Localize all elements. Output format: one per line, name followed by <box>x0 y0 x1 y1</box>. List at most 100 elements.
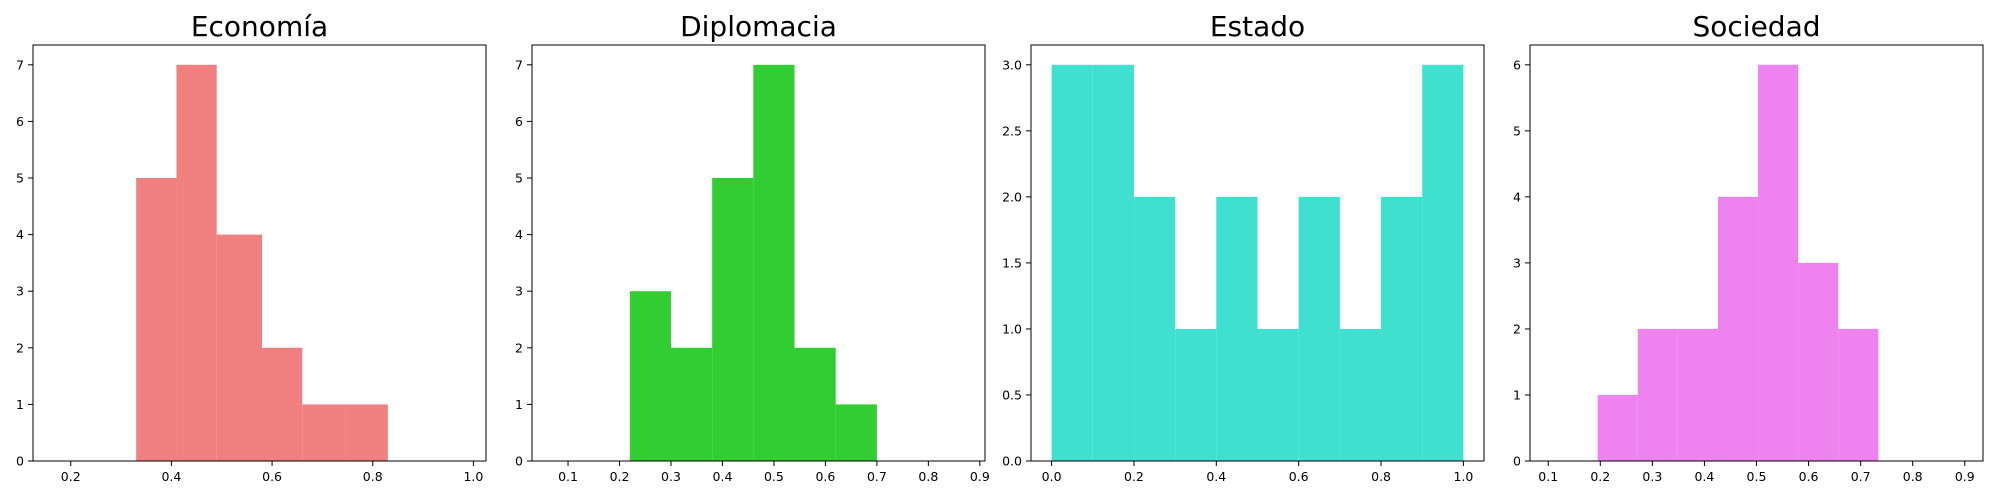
x-tick-label: 0.2 <box>61 469 81 484</box>
x-tick-label: 0.3 <box>1642 469 1662 484</box>
y-tick-label: 3 <box>16 284 24 299</box>
x-tick-label: 1.0 <box>463 469 483 484</box>
y-tick-label: 7 <box>16 57 24 72</box>
axes-frame <box>1030 44 1485 462</box>
y-tick-label: 1 <box>16 397 24 412</box>
histogram-bar <box>1381 196 1423 461</box>
x-tick-label: 0.1 <box>558 469 578 484</box>
y-tick-label: 6 <box>515 114 523 129</box>
x-tick-label: 0.4 <box>713 469 733 484</box>
x-tick-label: 0.4 <box>1694 469 1714 484</box>
x-tick-label: 0.4 <box>1206 469 1226 484</box>
x-tick-label: 0.2 <box>1590 469 1610 484</box>
x-tick-label: 0.5 <box>1747 469 1767 484</box>
y-tick-label: 2.0 <box>1002 189 1022 204</box>
x-tick-label: 0.3 <box>661 469 681 484</box>
histogram-bar <box>1216 196 1258 461</box>
x-tick-label: 0.4 <box>161 469 181 484</box>
y-tick-label: 2 <box>16 340 24 355</box>
histogram-bar <box>1339 328 1382 461</box>
y-tick-label: 5 <box>1513 123 1521 138</box>
histogram-bar <box>712 178 754 461</box>
y-tick-label: 1 <box>515 397 523 412</box>
histogram-bar <box>753 64 795 462</box>
histogram-bar <box>1422 64 1464 462</box>
histogram-bar <box>345 404 388 461</box>
y-tick-label: 1.5 <box>1002 255 1022 270</box>
x-tick-label: 0.7 <box>867 469 887 484</box>
panel-title: Economía <box>191 10 328 43</box>
y-tick-label: 2 <box>515 340 523 355</box>
y-tick-label: 4 <box>16 227 24 242</box>
y-tick-label: 6 <box>1513 57 1521 72</box>
histogram-bar <box>794 347 836 461</box>
x-tick-label: 0.9 <box>1955 469 1975 484</box>
histogram-bar <box>1717 196 1759 461</box>
y-tick-label: 4 <box>1513 189 1521 204</box>
histogram-panel-1: 0.2 0.4 0.6 0.8 1.0 0 1 2 3 4 5 6 7 Economía <box>16 10 487 484</box>
x-tick-label: 1.0 <box>1453 469 1473 484</box>
histogram-bar <box>1298 196 1340 461</box>
y-tick-label: 3 <box>515 284 523 299</box>
y-tick-label: 2 <box>1513 321 1521 336</box>
y-tick-label: 2.5 <box>1002 123 1022 138</box>
histogram-bar <box>629 291 671 461</box>
x-tick-label: 0.0 <box>1042 469 1062 484</box>
histogram-bar <box>216 234 263 461</box>
panel-title: Sociedad <box>1692 10 1820 43</box>
y-tick-label: 3 <box>1513 255 1521 270</box>
histogram-bar <box>1677 328 1718 461</box>
histogram-bar <box>1758 64 1799 462</box>
histogram-bar <box>136 178 177 461</box>
histogram-bar <box>1175 328 1217 461</box>
histogram-panel-4: 0.1 0.2 0.3 0.4 0.5 0.6 0.7 0.8 0.9 0 1 2 3 4 5 6 Socied… <box>1513 10 1984 484</box>
histogram-bar <box>1597 394 1638 461</box>
histogram-bar <box>1637 328 1678 461</box>
histogram-bar <box>1838 328 1879 461</box>
histogram-bar <box>835 404 877 461</box>
x-tick-label: 0.2 <box>610 469 630 484</box>
x-tick-label: 0.8 <box>1903 469 1923 484</box>
y-tick-label: 0 <box>16 454 24 469</box>
y-tick-label: 1 <box>1513 387 1521 402</box>
histogram-bar <box>1257 328 1299 461</box>
y-tick-label: 7 <box>515 57 523 72</box>
y-tick-label: 0 <box>515 454 523 469</box>
histogram-panel-2: 0.1 0.2 0.3 0.4 0.5 0.6 0.7 0.8 0.9 0 1 2 3 4 5 6 7 Diplo… <box>515 10 990 484</box>
y-tick-label: 0.5 <box>1002 387 1022 402</box>
histogram-bar <box>176 64 217 462</box>
x-tick-label: 0.8 <box>363 469 383 484</box>
y-tick-label: 6 <box>16 114 24 129</box>
y-tick-label: 5 <box>515 171 523 186</box>
histogram-panel-3: 0.0 0.2 0.4 0.6 0.8 1.0 0.0 0.5 1.0 1.5 2.0 2.5 3.0 E… <box>1002 10 1485 484</box>
x-tick-label: 0.8 <box>918 469 938 484</box>
histogram-bar <box>302 404 346 461</box>
x-tick-label: 0.5 <box>764 469 784 484</box>
panel-title: Diplomacia <box>680 10 837 43</box>
histogram-bar <box>1798 262 1839 461</box>
axes-frame <box>531 44 986 462</box>
y-tick-label: 0 <box>1513 454 1521 469</box>
x-tick-label: 0.6 <box>262 469 282 484</box>
axes-frame <box>32 44 487 462</box>
histogram-bar <box>1092 64 1134 462</box>
panel-title: Estado <box>1210 10 1305 43</box>
x-tick-label: 0.7 <box>1851 469 1871 484</box>
y-tick-label: 3.0 <box>1002 57 1022 72</box>
x-tick-label: 0.9 <box>970 469 990 484</box>
x-tick-label: 0.6 <box>815 469 835 484</box>
y-tick-label: 0.0 <box>1002 454 1022 469</box>
histogram-bar <box>670 347 713 461</box>
y-tick-label: 4 <box>515 227 523 242</box>
x-tick-label: 0.1 <box>1538 469 1558 484</box>
x-tick-label: 0.2 <box>1124 469 1144 484</box>
x-tick-label: 0.6 <box>1289 469 1309 484</box>
x-tick-label: 0.8 <box>1371 469 1391 484</box>
y-tick-label: 5 <box>16 171 24 186</box>
x-tick-label: 0.6 <box>1799 469 1819 484</box>
histogram-bar <box>1133 196 1176 461</box>
histogram-bar <box>262 347 303 461</box>
y-tick-label: 1.0 <box>1002 321 1022 336</box>
histogram-bar <box>1051 64 1093 462</box>
